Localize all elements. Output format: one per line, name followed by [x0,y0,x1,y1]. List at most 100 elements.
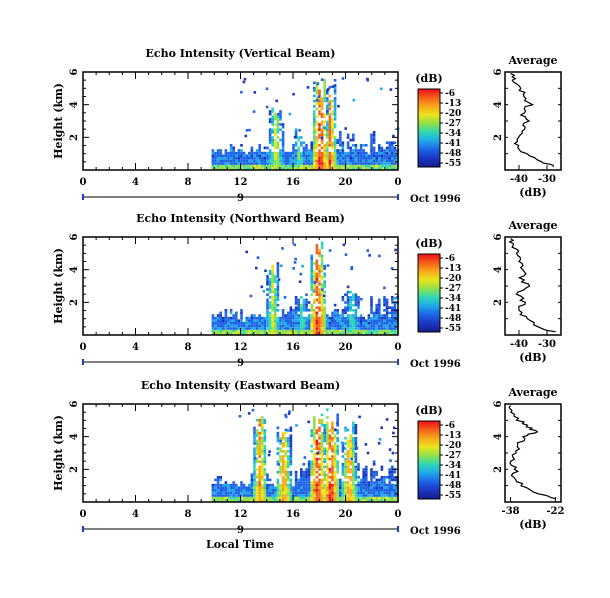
average-x-tick-label: -40 [510,174,528,185]
heatmap-cell [268,141,272,144]
heatmap-cell [323,298,326,302]
heatmap-cell [297,164,300,168]
heatmap-cell [362,159,365,163]
heatmap-cell [318,426,321,430]
heatmap-cell [287,164,290,168]
heatmap-cell [214,496,217,500]
heatmap-cell [294,151,298,155]
heatmap-cell [284,468,287,471]
heatmap-cell [385,314,389,317]
heatmap-cell [372,499,376,502]
heatmap-cell [349,319,352,322]
heatmap-cell [359,481,363,484]
heatmap-cell [339,144,342,147]
heatmap-cell [357,486,360,489]
heatmap-cell [294,309,298,312]
day-label: 9 [237,358,244,369]
heatmap-cell [294,314,298,317]
heatmap-cell [357,306,360,309]
heatmap-cell [258,431,261,435]
heatmap-cell [235,496,238,500]
x-tick-label: 20 [339,509,353,520]
heatmap-cell [297,146,300,150]
heatmap-cell [333,499,337,502]
heatmap-cell [336,499,339,502]
heatmap-cell [250,491,254,495]
heatmap-cell [313,162,316,165]
heatmap-cell [315,429,319,432]
heatmap-cell [372,463,376,466]
heatmap-cell [318,324,321,328]
heatmap-cell [237,167,241,170]
heatmap-cell [333,311,337,315]
heatmap-cell [287,329,290,333]
heatmap-cell [253,434,256,437]
heatmap-cell [328,429,332,432]
heatmap-cell [349,442,352,445]
heatmap-cell [302,159,306,163]
heatmap-cell [248,496,251,500]
heatmap-cell [261,478,264,482]
heatmap-cell [318,136,321,139]
heatmap-cell [224,319,228,322]
heatmap-cell [248,151,251,155]
heatmap-cell [364,443,368,446]
heatmap-cell [313,457,316,461]
heatmap-cell [219,162,222,165]
heatmap-cell [328,123,332,126]
heatmap-cell [352,322,355,325]
heatmap-cell [216,314,220,317]
heatmap-cell [253,452,256,456]
heatmap-cell [344,309,347,312]
heatmap-cell [388,327,391,330]
heatmap-cell [227,486,230,489]
heatmap-cell [263,463,267,466]
heatmap-cell [315,470,319,474]
heatmap-cell [372,316,376,320]
heatmap-cell [349,146,352,150]
heatmap-cell [240,489,243,492]
heatmap-cell [258,444,261,448]
heatmap-cell [344,468,347,471]
heatmap-cell [342,446,345,450]
heatmap-cell [281,123,285,126]
heatmap-cell [323,128,326,131]
heatmap-cell [266,496,269,500]
heatmap-cell [310,465,313,469]
heatmap-cell [297,306,300,309]
heatmap-cell [318,267,321,270]
heatmap-cell [238,415,242,418]
heatmap-cell [320,78,324,81]
heatmap-cell [279,329,282,333]
heatmap-cell [258,439,261,443]
heatmap-cell [219,157,222,160]
heatmap-cell [370,481,373,484]
heatmap-cell [365,481,368,484]
heatmap-cell [354,468,358,471]
heatmap-cell [349,329,352,333]
heatmap-cell [318,486,321,489]
heatmap-cell [323,146,326,150]
heatmap-cell [274,314,277,317]
heatmap-cell [323,133,326,137]
heatmap-cell [279,149,282,152]
heatmap-cell [331,426,334,430]
heatmap-cell [276,270,280,273]
heatmap-cell [258,421,261,424]
heatmap-cell [284,162,287,165]
heatmap-cell [284,314,287,317]
heatmap-cell [391,494,394,497]
heatmap-cell [294,257,297,261]
heatmap-cell [263,481,267,484]
heatmap-cell [375,316,378,320]
heatmap-cell [375,324,378,328]
heatmap-cell [310,327,313,330]
heatmap-cell [253,494,256,497]
heatmap-cell [372,162,376,165]
heatmap-cell [333,115,337,118]
heatmap-cell [359,327,363,330]
heatmap-cell [281,316,285,320]
heatmap-cell [323,332,326,335]
heatmap-cell [266,316,269,320]
heatmap-cell [224,162,228,165]
